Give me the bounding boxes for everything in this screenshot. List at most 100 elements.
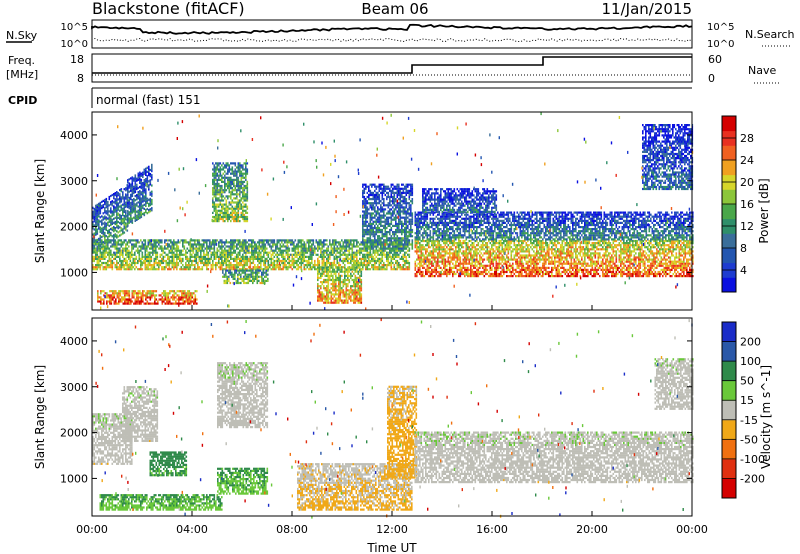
heatmap-cell — [399, 210, 402, 213]
heatmap-cell — [218, 203, 220, 206]
heatmap-cell — [197, 268, 199, 271]
heatmap-cell — [105, 202, 108, 205]
heatmap-cell — [107, 266, 109, 269]
heatmap-cell — [395, 198, 397, 201]
heatmap-cell — [368, 268, 370, 271]
heatmap-cell — [393, 210, 396, 213]
heatmap-cell — [234, 184, 237, 188]
heatmap-cell — [252, 247, 255, 250]
heatmap-cell — [92, 243, 94, 246]
heatmap-cell — [111, 264, 114, 267]
heatmap-cell — [377, 253, 379, 256]
heatmap-cell — [366, 200, 369, 203]
heatmap-cell — [215, 170, 217, 173]
heatmap-cell — [190, 300, 192, 303]
heatmap-cell — [131, 255, 133, 258]
heatmap-cell — [132, 257, 135, 260]
heatmap-cell — [218, 266, 220, 269]
heatmap-cell — [399, 214, 402, 217]
heatmap-cell — [240, 184, 243, 188]
heatmap-cell — [345, 253, 348, 256]
heatmap-cell — [246, 251, 249, 254]
heatmap-cell — [228, 187, 231, 190]
heatmap-cell — [317, 261, 319, 265]
heatmap-cell — [333, 255, 336, 258]
heatmap-cell — [360, 259, 363, 263]
heatmap-cell — [172, 302, 174, 305]
heatmap-cell — [333, 247, 336, 250]
heatmap-cell — [251, 247, 253, 250]
heatmap-cell — [287, 261, 289, 265]
heatmap-cell — [378, 268, 381, 271]
heatmap-cell — [255, 266, 258, 269]
heatmap-cell — [234, 277, 236, 280]
heatmap-cell — [405, 261, 408, 265]
heatmap-cell — [345, 289, 348, 292]
heatmap-cell — [111, 193, 114, 197]
heatmap-cell — [351, 259, 354, 263]
heatmap-cell — [215, 217, 217, 221]
heatmap-cell — [381, 249, 384, 252]
heatmap-cell — [371, 259, 373, 263]
heatmap-cell — [398, 247, 400, 250]
heatmap-cell — [245, 172, 247, 175]
heatmap-cell — [239, 215, 241, 219]
heatmap-cell — [185, 294, 188, 297]
heatmap-cell — [227, 170, 229, 173]
heatmap-cell — [116, 255, 118, 258]
heatmap-cell — [233, 220, 235, 223]
heatmap-cell — [393, 204, 396, 207]
heatmap-cell — [201, 247, 204, 250]
heatmap-cell — [149, 292, 152, 295]
heatmap-cell — [222, 172, 225, 175]
heatmap-cell — [213, 209, 216, 212]
heatmap-cell — [396, 204, 399, 207]
heatmap-cell — [218, 220, 220, 223]
heatmap-cell — [296, 247, 298, 250]
heatmap-cell — [236, 257, 238, 260]
heatmap-cell — [303, 245, 306, 248]
heatmap-cell — [111, 210, 114, 213]
heatmap-cell — [374, 206, 376, 209]
heatmap-cell — [224, 220, 226, 223]
heatmap-cell — [378, 261, 381, 265]
heatmap-cell — [399, 216, 402, 219]
heatmap-cell — [231, 257, 234, 260]
heatmap-cell — [384, 245, 387, 248]
heatmap-cell — [213, 220, 216, 223]
heatmap-cell — [129, 239, 132, 242]
heatmap-cell — [374, 251, 376, 254]
heatmap-cell — [372, 228, 375, 232]
heatmap-cell — [219, 184, 222, 188]
heatmap-cell — [407, 249, 409, 252]
heatmap-cell — [408, 261, 411, 265]
heatmap-cell — [383, 208, 385, 211]
heatmap-cell — [122, 241, 124, 244]
heatmap-cell — [105, 218, 108, 221]
heatmap-cell — [362, 231, 364, 234]
heatmap-cell — [156, 245, 159, 248]
heatmap-cell — [143, 172, 146, 175]
heatmap-cell — [130, 206, 132, 209]
heatmap-cell — [189, 266, 192, 269]
heatmap-cell — [281, 249, 283, 252]
heatmap-cell — [111, 259, 114, 263]
heatmap-cell — [142, 196, 144, 199]
heatmap-cell — [234, 205, 237, 208]
heatmap-cell — [116, 302, 119, 305]
heatmap-cell — [120, 241, 123, 244]
heatmap-cell — [252, 279, 254, 282]
heatmap-cell — [133, 302, 135, 305]
heatmap-cell — [219, 245, 222, 248]
heatmap-cell — [293, 259, 295, 263]
heatmap-cell — [151, 302, 153, 305]
heatmap-cell — [216, 205, 219, 208]
heatmap-cell — [246, 182, 249, 186]
heatmap-cell — [359, 278, 361, 282]
heatmap-cell — [308, 245, 310, 248]
heatmap-cell — [234, 264, 237, 267]
heatmap-cell — [225, 215, 228, 219]
heatmap-cell — [393, 249, 396, 252]
heatmap-cell — [381, 220, 384, 223]
heatmap-cell — [102, 251, 105, 254]
